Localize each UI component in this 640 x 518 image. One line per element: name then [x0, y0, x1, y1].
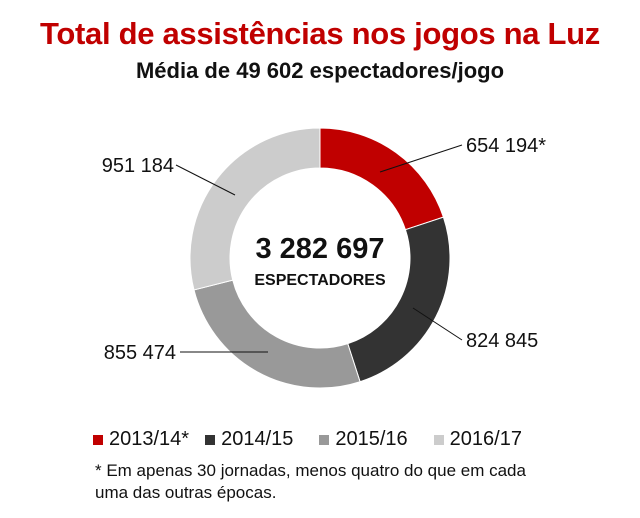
leader-line — [379, 144, 463, 173]
legend-swatch — [93, 434, 103, 445]
donut-slice — [189, 127, 321, 291]
data-label: 855 474 — [104, 342, 176, 364]
legend-item: 2016/17 — [433, 428, 522, 451]
legend-label: 2016/17 — [449, 428, 522, 450]
leader-line — [412, 307, 463, 341]
center-label: ESPECTADORES — [254, 272, 386, 289]
legend-item: 2015/16 — [319, 428, 408, 451]
center-value: 3 282 697 — [255, 233, 384, 265]
data-label: 951 184 — [102, 155, 174, 177]
legend-item: 2014/15 — [205, 428, 293, 451]
legend-label: 2015/16 — [335, 428, 408, 450]
chart-subtitle: Média de 49 602 espectadores/jogo — [135, 58, 505, 83]
chart-title: Total de assistências nos jogos na Luz — [40, 16, 600, 51]
legend-label: 2013/14* — [109, 428, 190, 450]
donut-slice — [193, 279, 361, 389]
leader-line — [175, 164, 236, 196]
legend-swatch — [205, 434, 216, 445]
donut-slice — [319, 127, 445, 231]
data-label: 824 845 — [466, 330, 538, 352]
legend: 2013/14* 2014/15 2015/16 2016/17 — [93, 428, 522, 451]
legend-item: 2013/14* — [93, 428, 189, 451]
legend-swatch — [319, 434, 330, 445]
legend-swatch — [433, 434, 444, 445]
legend-label: 2014/15 — [221, 428, 294, 450]
footnote: * Em apenas 30 jornadas, menos quatro do… — [95, 461, 526, 502]
data-label: 654 194* — [466, 135, 546, 157]
